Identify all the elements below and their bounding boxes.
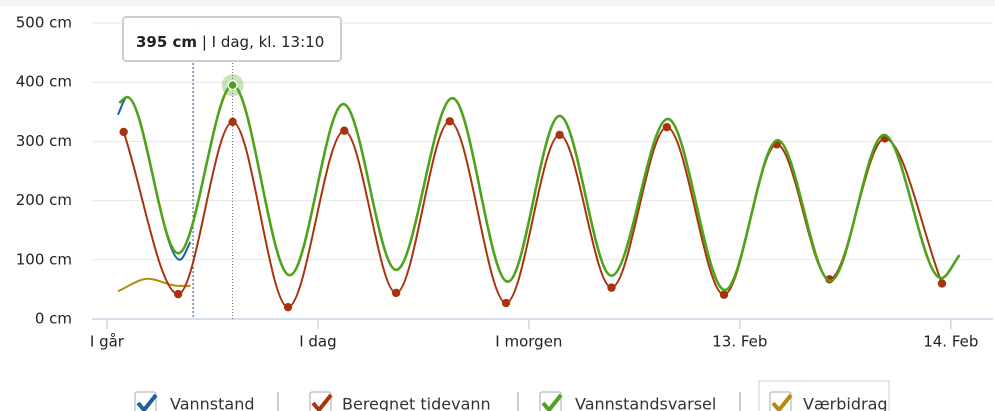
tooltip-time: | I dag, kl. 13:10: [197, 33, 324, 51]
tooltip-text: 395 cm | I dag, kl. 13:10: [136, 33, 324, 51]
legend-check: [771, 393, 793, 411]
data-point: [662, 122, 672, 132]
legend-check: [311, 393, 333, 411]
tooltip-value: 395 cm: [136, 33, 197, 51]
data-point: [719, 290, 729, 299]
data-point: [937, 279, 947, 288]
legend-check: [136, 393, 158, 411]
data-point: [391, 288, 401, 298]
x-tick-label: 13. Feb: [712, 333, 767, 351]
legend-check: [541, 393, 563, 411]
highlight-point: [227, 79, 238, 91]
legend-label: Beregnet tidevann: [342, 395, 491, 411]
data-point: [119, 127, 128, 137]
data-point: [228, 117, 237, 127]
data-point: [340, 126, 349, 135]
y-tick-label: 500 cm: [16, 14, 72, 32]
data-point: [283, 302, 293, 312]
tooltip: 395 cm | I dag, kl. 13:10: [122, 16, 342, 62]
data-point: [173, 289, 183, 299]
data-point: [555, 130, 564, 140]
legend-item[interactable]: Vannstand: [134, 391, 255, 411]
y-tick-label: 100 cm: [16, 250, 72, 268]
x-tick-label: I går: [90, 333, 125, 351]
data-point: [501, 298, 511, 308]
y-tick-label: 200 cm: [16, 191, 72, 209]
data-point: [607, 283, 616, 292]
y-tick-label: 0 cm: [35, 310, 72, 328]
legend-label: Vannstandsvarsel: [575, 395, 716, 411]
series-line: [122, 120, 943, 309]
legend-label: Værbidrag: [803, 395, 888, 411]
data-point: [445, 117, 454, 126]
x-tick-label: 14. Feb: [923, 333, 978, 351]
top-bar: [0, 0, 995, 6]
y-tick-label: 300 cm: [16, 132, 72, 150]
legend-item[interactable]: Værbidrag: [769, 391, 888, 411]
tooltip-box: [122, 16, 342, 62]
y-tick-label: 400 cm: [16, 73, 72, 91]
legend-item[interactable]: Beregnet tidevann: [309, 391, 491, 411]
x-tick-label: I morgen: [495, 333, 562, 351]
legend-label: Vannstand: [170, 395, 255, 411]
legend-item[interactable]: Vannstandsvarsel: [539, 391, 716, 411]
series-line: [117, 277, 191, 293]
x-tick-label: I dag: [299, 333, 336, 351]
